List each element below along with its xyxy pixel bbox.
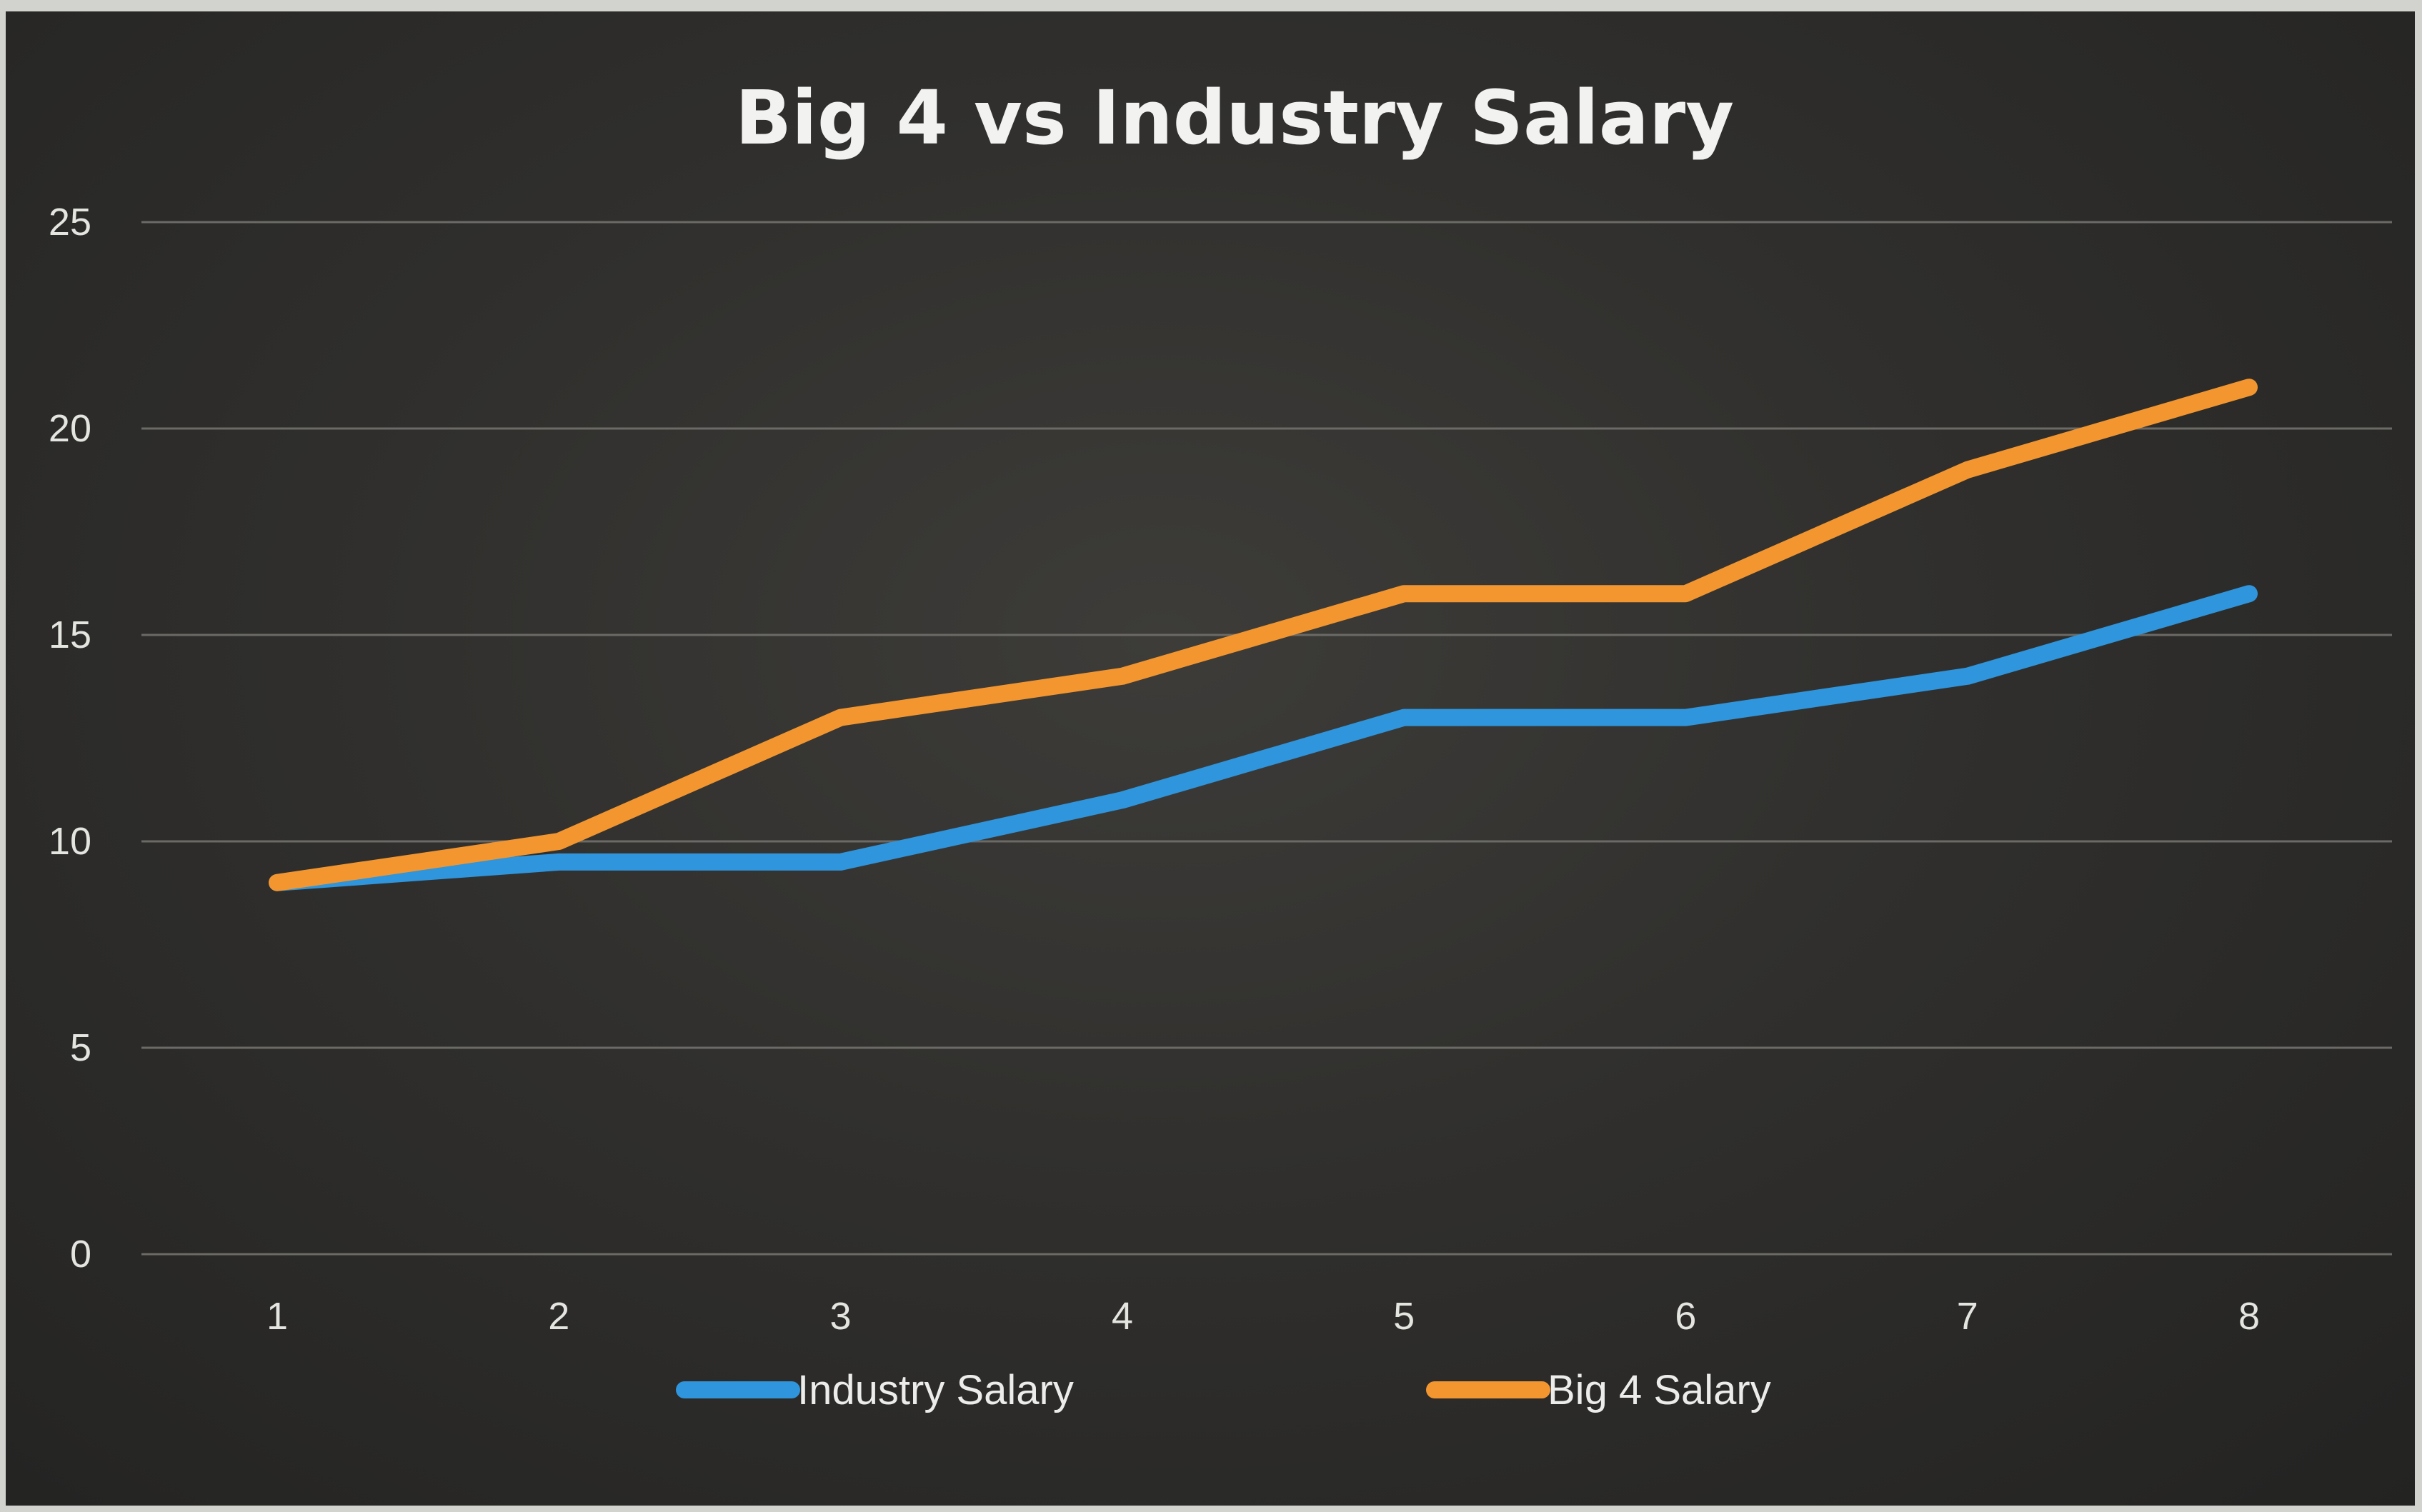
y-tick-label: 20 [49, 407, 91, 450]
series-line-industry-salary [269, 585, 2258, 891]
y-tick-label: 5 [70, 1026, 91, 1069]
x-tick-label: 8 [2238, 1295, 2260, 1338]
series-line-big-4-salary [269, 379, 2258, 891]
series-lines [269, 379, 2258, 891]
y-tick-label: 25 [49, 201, 91, 244]
x-tick-label: 4 [1112, 1295, 1133, 1338]
x-tick-label: 3 [830, 1295, 852, 1338]
legend-label: Industry Salary [797, 1367, 1074, 1413]
x-tick-label: 7 [1957, 1295, 1978, 1338]
y-tick-label: 0 [70, 1233, 91, 1276]
line-chart: Big 4 vs Industry Salary 0 5 10 15 20 25 1 2 3 4… [49, 74, 2392, 1413]
x-axis-ticks: 1 2 3 4 5 6 7 8 [266, 1295, 2260, 1338]
y-tick-label: 15 [49, 614, 91, 656]
x-tick-label: 1 [266, 1295, 288, 1338]
x-tick-label: 2 [548, 1295, 569, 1338]
gridlines [141, 221, 2392, 1256]
x-tick-label: 5 [1393, 1295, 1415, 1338]
legend-label: Big 4 Salary [1548, 1367, 1771, 1413]
y-tick-label: 10 [49, 820, 91, 863]
legend: Industry Salary Big 4 Salary [676, 1367, 1771, 1413]
y-axis-ticks: 0 5 10 15 20 25 [49, 201, 91, 1276]
x-tick-label: 6 [1675, 1295, 1696, 1338]
chart-title: Big 4 vs Industry Salary [735, 74, 1734, 161]
chart-area: Big 4 vs Industry Salary 0 5 10 15 20 25 1 2 3 4… [6, 11, 2415, 1506]
